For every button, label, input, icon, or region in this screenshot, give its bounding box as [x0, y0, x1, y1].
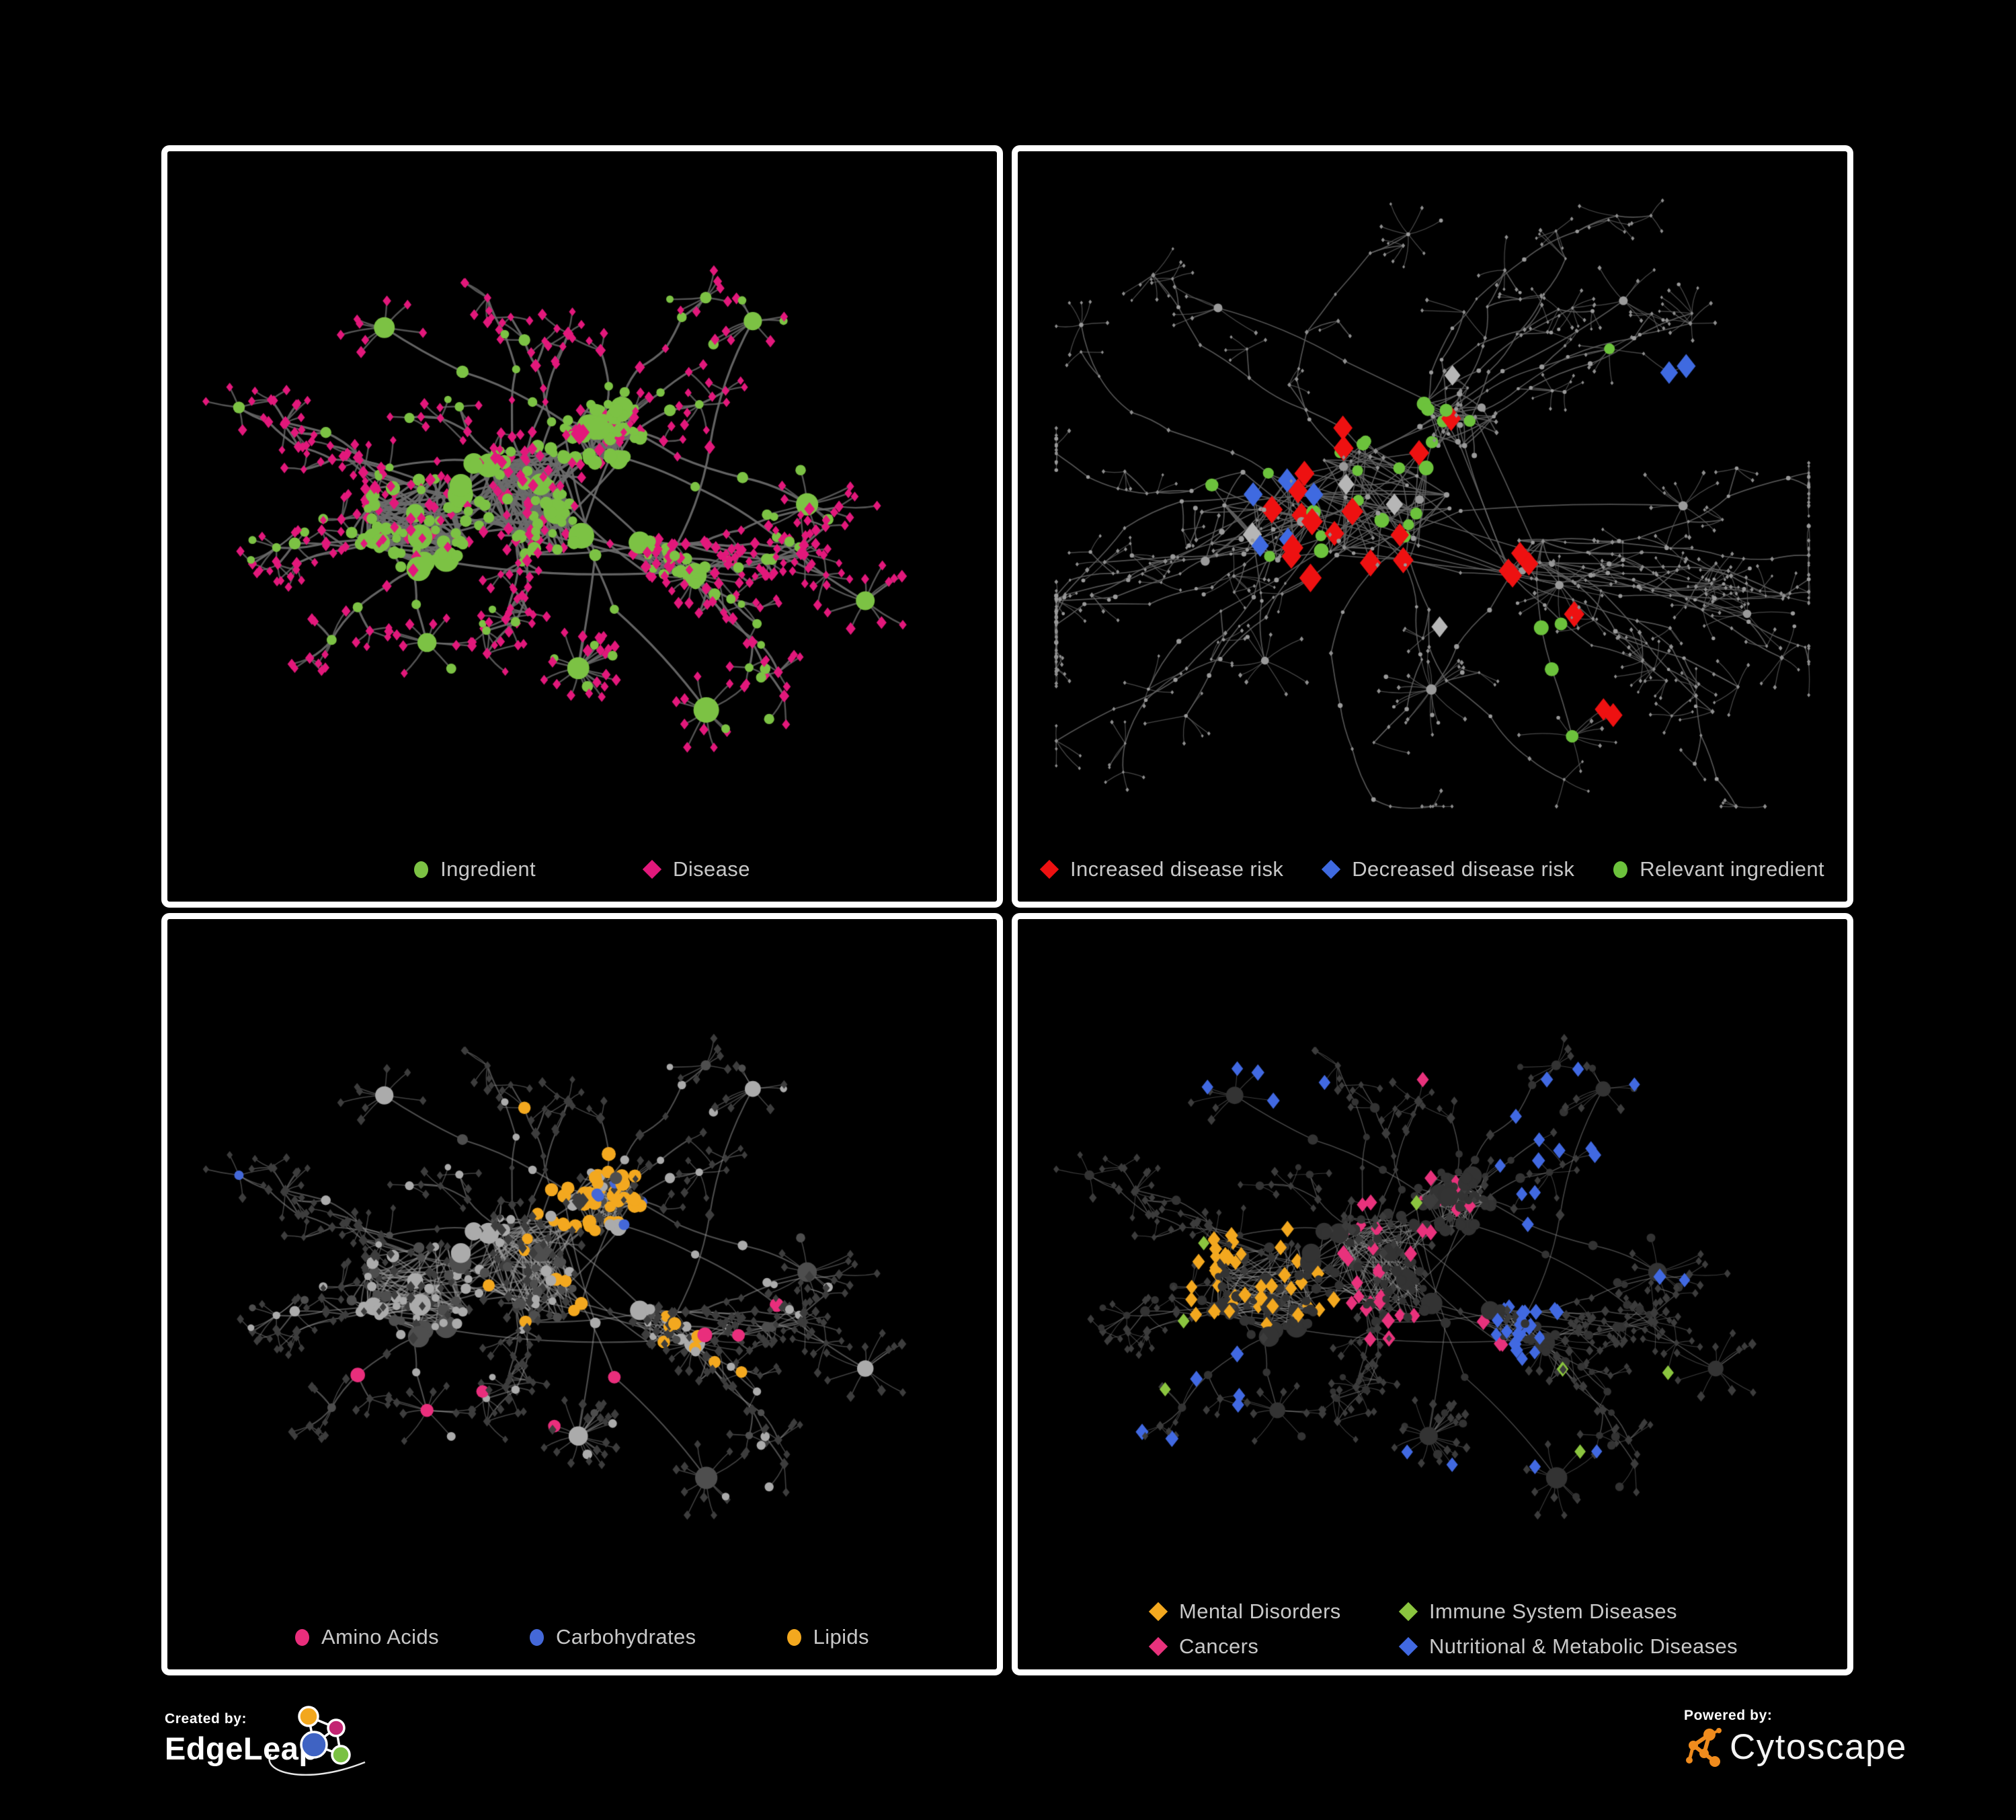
carbohydrates-marker-icon	[530, 1628, 545, 1646]
legend-item: Disease	[642, 857, 750, 881]
legend-disease-risk: Increased disease risk Decreased disease…	[1018, 857, 1847, 881]
edgeleap-logo-icon	[268, 1706, 366, 1776]
decreased-risk-marker-icon	[1322, 859, 1341, 879]
legend-label: Cancers	[1179, 1634, 1259, 1658]
legend-label: Immune System Diseases	[1429, 1599, 1677, 1623]
panel-ingredient-classes: Amino Acids Carbohydrates Lipids	[161, 913, 1003, 1675]
cytoscape-wordmark: Cytoscape	[1730, 1727, 1907, 1767]
network-canvas-disease-risk	[1018, 151, 1847, 902]
legend-ingredient-classes: Amino Acids Carbohydrates Lipids	[167, 1625, 997, 1649]
immune-diseases-marker-icon	[1398, 1601, 1418, 1622]
legend-item: Decreased disease risk	[1322, 857, 1574, 881]
legend-ingredient-disease: Ingredient Disease	[167, 857, 997, 881]
disease-marker-icon	[642, 859, 662, 879]
legend-label: Relevant ingredient	[1640, 857, 1824, 881]
edgeleap-wordmark: EdgeLeap	[165, 1731, 319, 1766]
legend-item: Relevant ingredient	[1613, 857, 1824, 881]
nutritional-diseases-marker-icon	[1398, 1636, 1418, 1657]
legend-item: Amino Acids	[295, 1625, 439, 1649]
legend-label: Carbohydrates	[556, 1625, 696, 1649]
legend-item: Increased disease risk	[1039, 857, 1284, 881]
cytoscape-brand: Powered by: Cytoscape	[1684, 1708, 1907, 1768]
panel-disease-classes: Mental Disorders Immune System Diseases …	[1012, 913, 1853, 1675]
legend-item: Nutritional & Metabolic Diseases	[1398, 1634, 1738, 1659]
network-canvas-ingredient-disease	[167, 151, 997, 902]
cancers-marker-icon	[1148, 1636, 1168, 1657]
legend-label: Amino Acids	[321, 1625, 440, 1649]
cytoscape-logo-icon	[1686, 1728, 1722, 1767]
edgeleap-brand: Created by: EdgeLeap	[165, 1706, 366, 1776]
legend-label: Nutritional & Metabolic Diseases	[1429, 1634, 1738, 1658]
powered-by-label: Powered by:	[1684, 1708, 1773, 1723]
network-canvas-disease-classes	[1018, 919, 1847, 1669]
legend-label: Ingredient	[440, 857, 536, 881]
legend-label: Disease	[673, 857, 750, 881]
legend-disease-classes: Mental Disorders Immune System Diseases …	[1148, 1599, 1738, 1659]
ingredient-marker-icon	[414, 861, 429, 878]
legend-label: Increased disease risk	[1070, 857, 1284, 881]
network-canvas-ingredient-classes	[167, 919, 997, 1669]
legend-item: Mental Disorders	[1148, 1599, 1400, 1624]
legend-item: Cancers	[1148, 1634, 1400, 1659]
panel-ingredient-disease: Ingredient Disease	[161, 145, 1003, 908]
mental-disorders-marker-icon	[1148, 1601, 1168, 1622]
legend-label: Lipids	[813, 1625, 869, 1649]
legend-item: Lipids	[787, 1625, 869, 1649]
increased-risk-marker-icon	[1039, 859, 1059, 879]
lipids-marker-icon	[787, 1628, 801, 1646]
legend-item: Immune System Diseases	[1398, 1599, 1738, 1624]
amino-acids-marker-icon	[295, 1628, 310, 1646]
legend-item: Ingredient	[414, 857, 536, 881]
created-by-label: Created by:	[165, 1711, 247, 1727]
legend-label: Decreased disease risk	[1352, 857, 1575, 881]
legend-label: Mental Disorders	[1179, 1599, 1341, 1623]
panel-disease-risk: Increased disease risk Decreased disease…	[1012, 145, 1853, 908]
legend-item: Carbohydrates	[530, 1625, 696, 1649]
relevant-ingredient-marker-icon	[1613, 861, 1628, 878]
